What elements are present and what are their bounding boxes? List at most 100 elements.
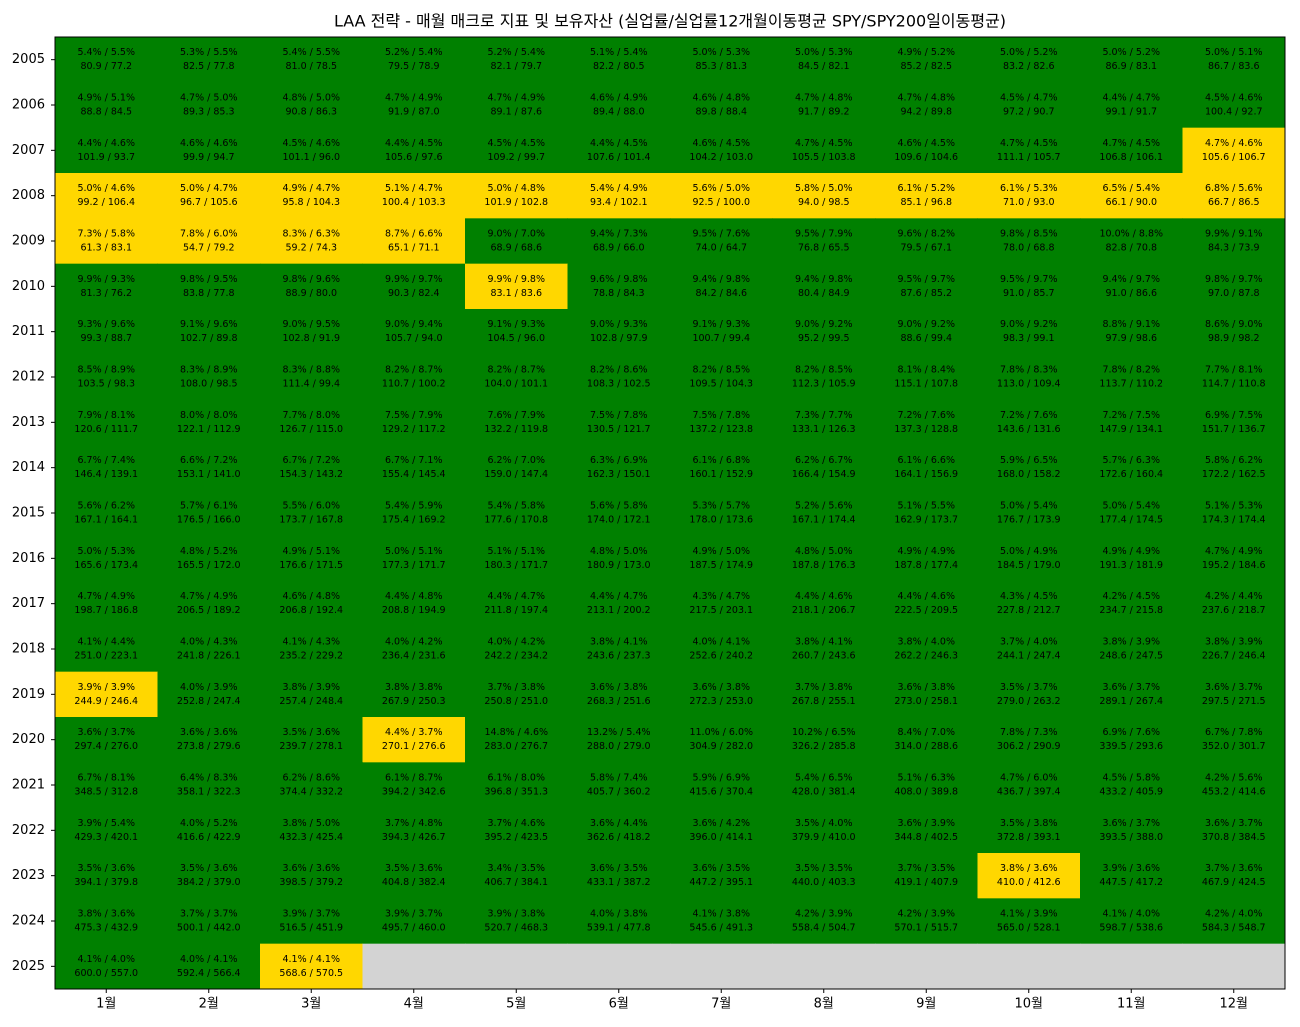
cell (670, 399, 773, 446)
cell-price: 177.3 / 171.7 (382, 560, 446, 571)
cell-price: 91.0 / 85.7 (1003, 288, 1055, 299)
cell-price: 252.8 / 247.4 (177, 696, 241, 707)
cell-price: 80.4 / 84.9 (798, 288, 850, 299)
cell-price: 348.5 / 312.8 (74, 787, 138, 798)
cell-price: 167.1 / 174.4 (792, 515, 856, 526)
cell-price: 122.1 / 112.9 (177, 424, 241, 435)
cell-price: 195.2 / 184.6 (1202, 560, 1266, 571)
cell-price: 112.3 / 105.9 (792, 379, 856, 390)
cell-price: 177.4 / 174.5 (1099, 515, 1163, 526)
cell-rate: 3.6% / 3.8% (692, 682, 750, 693)
cell-rate: 8.8% / 9.1% (1102, 319, 1160, 330)
cell (772, 671, 876, 718)
cell-rate: 3.7% / 4.6% (487, 818, 545, 829)
cell-price: 71.0 / 93.0 (1003, 197, 1055, 208)
cell-rate: 4.9% / 5.0% (692, 546, 750, 557)
cell-rate: 5.0% / 4.9% (1000, 546, 1058, 557)
cell-rate: 9.9% / 9.8% (487, 274, 545, 285)
cell-rate: 4.1% / 4.0% (1102, 909, 1160, 920)
cell (465, 490, 568, 537)
cell-rate: 6.1% / 5.3% (1000, 183, 1058, 194)
cell-rate: 9.1% / 9.6% (180, 319, 238, 330)
cell-price: 76.8 / 65.5 (798, 243, 850, 254)
cell-price: 104.2 / 103.0 (689, 152, 753, 163)
x-tick-label: 8월 (814, 997, 834, 1012)
cell-rate: 3.5% / 3.6% (77, 863, 135, 874)
cell-price: 115.1 / 107.8 (894, 379, 958, 390)
x-tick-label: 2월 (199, 997, 219, 1012)
cell-price: 100.4 / 103.3 (382, 197, 446, 208)
chart-title: LAA 전략 - 매월 매크로 지표 및 보유자산 (실업률/실업률12개월이동… (334, 12, 1006, 31)
cell (465, 309, 568, 355)
cell (875, 173, 978, 219)
cell-price: 268.3 / 251.6 (587, 696, 651, 707)
cell-price: 297.5 / 271.5 (1202, 696, 1266, 707)
cell-price: 82.1 / 79.7 (490, 61, 542, 72)
cell (977, 762, 1081, 809)
cell (567, 263, 671, 310)
cell (362, 354, 466, 401)
cell (157, 309, 261, 355)
cell-rate: 4.7% / 4.5% (1102, 138, 1160, 149)
cell (1182, 354, 1286, 401)
empty-cell (1080, 943, 1183, 990)
cell-rate: 3.8% / 4.0% (897, 637, 955, 648)
cell-rate: 6.3% / 6.9% (590, 455, 648, 466)
cell (260, 37, 363, 83)
cell-price: 495.7 / 460.0 (382, 923, 446, 934)
cell-rate: 10.2% / 6.5% (792, 727, 856, 738)
cell (465, 37, 568, 83)
cell-price: 165.5 / 172.0 (177, 560, 241, 571)
cell (772, 898, 876, 945)
cell-rate: 4.7% / 4.5% (795, 138, 853, 149)
cell-rate: 4.6% / 4.5% (692, 138, 750, 149)
cell (875, 853, 978, 899)
cell-rate: 3.6% / 3.5% (692, 863, 750, 874)
cell (55, 535, 158, 582)
cell-price: 174.3 / 174.4 (1202, 515, 1266, 526)
empty-cell (875, 943, 978, 990)
cell-price: 344.8 / 402.5 (894, 832, 958, 843)
cell (157, 898, 261, 945)
cell-price: 100.7 / 99.4 (692, 333, 750, 344)
cell (1182, 535, 1286, 582)
cell-price: 241.8 / 226.1 (177, 651, 241, 662)
cell-rate: 4.0% / 3.8% (590, 909, 648, 920)
cell-price: 172.6 / 160.4 (1099, 469, 1163, 480)
cell (157, 853, 261, 899)
cell-rate: 6.5% / 5.4% (1102, 183, 1160, 194)
x-tick-label: 1월 (96, 997, 116, 1012)
cell (362, 898, 466, 945)
cell-price: 110.7 / 100.2 (382, 379, 446, 390)
cell-price: 94.2 / 89.8 (900, 107, 952, 118)
cell (772, 581, 876, 627)
cell (772, 173, 876, 219)
cell-price: 74.0 / 64.7 (695, 243, 747, 254)
cell-price: 394.2 / 342.6 (382, 787, 446, 798)
y-tick-label: 2022 (12, 823, 45, 838)
cell-rate: 5.3% / 5.5% (180, 47, 238, 58)
cell-price: 398.5 / 379.2 (279, 877, 343, 888)
cell-rate: 5.0% / 5.4% (1000, 501, 1058, 512)
cell-price: 168.0 / 158.2 (997, 469, 1061, 480)
cell (875, 263, 978, 310)
cell-price: 218.1 / 206.7 (792, 605, 856, 616)
cell-rate: 7.9% / 8.1% (77, 410, 135, 421)
x-tick-label: 5월 (506, 997, 526, 1012)
empty-cell (772, 943, 876, 990)
cell-rate: 9.1% / 9.3% (487, 319, 545, 330)
cell (1182, 807, 1286, 854)
cell-price: 433.1 / 387.2 (587, 877, 651, 888)
cell-price: 91.0 / 86.6 (1105, 288, 1157, 299)
cell-price: 66.7 / 86.5 (1208, 197, 1260, 208)
cell-rate: 9.4% / 9.7% (1102, 274, 1160, 285)
y-tick-label: 2013 (12, 415, 45, 430)
cell-rate: 4.5% / 4.6% (282, 138, 340, 149)
cell (157, 671, 261, 718)
cell-price: 248.6 / 247.5 (1099, 651, 1163, 662)
cell-price: 396.0 / 414.1 (689, 832, 753, 843)
cell-rate: 5.1% / 4.7% (385, 183, 443, 194)
cell-rate: 3.6% / 3.6% (180, 727, 238, 738)
cell-price: 352.0 / 301.7 (1202, 741, 1266, 752)
cell-rate: 6.1% / 8.7% (385, 773, 443, 784)
